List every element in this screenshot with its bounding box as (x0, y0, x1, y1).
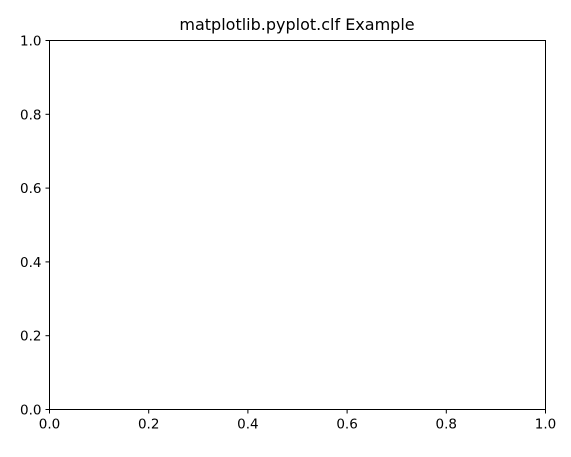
x-tick-label: 1.0 (535, 417, 556, 433)
chart-title: matplotlib.pyplot.clf Example (179, 15, 414, 34)
x-tick-label: 0.4 (237, 417, 258, 433)
x-tick-label: 0.0 (39, 417, 60, 433)
y-tick-label: 0.2 (20, 329, 41, 345)
y-tick-label: 0.6 (20, 181, 41, 197)
x-tick-label: 0.8 (436, 417, 457, 433)
y-axis: 0.0 0.2 0.4 0.6 0.8 1.0 (20, 34, 50, 419)
y-tick-label: 0.0 (20, 403, 41, 419)
y-tick-label: 0.8 (20, 107, 41, 123)
y-tick-label: 0.4 (20, 255, 41, 271)
axes-frame (49, 40, 546, 410)
x-axis: 0.0 0.2 0.4 0.6 0.8 1.0 (39, 409, 556, 433)
x-tick-label: 0.6 (336, 417, 357, 433)
x-tick-label: 0.2 (138, 417, 159, 433)
y-tick-label: 1.0 (20, 34, 41, 50)
